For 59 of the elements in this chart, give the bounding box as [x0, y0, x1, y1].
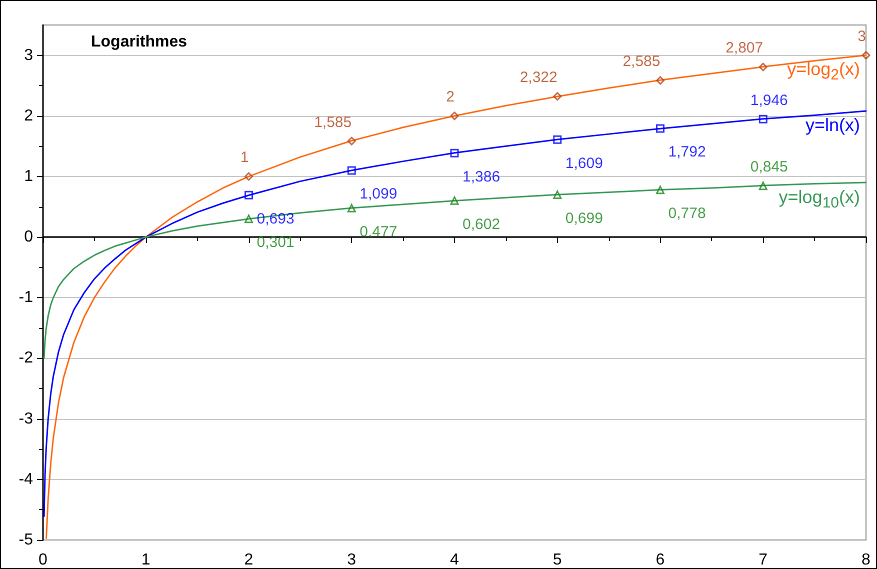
data-label: 1,585	[314, 114, 352, 131]
data-label: 1,099	[360, 186, 398, 203]
point	[553, 135, 562, 144]
point	[347, 136, 356, 146]
data-label: 3	[858, 28, 866, 46]
point	[862, 51, 870, 60]
y-tick-label: -2	[18, 350, 34, 367]
data-label: 1	[240, 149, 249, 166]
x-tick-label: 1	[141, 552, 150, 568]
y-tick-label: 0	[24, 228, 34, 246]
point	[553, 190, 562, 199]
point	[450, 112, 459, 120]
y-tick-label: 1	[24, 168, 34, 185]
point	[758, 62, 768, 72]
point	[244, 214, 253, 224]
x-tick-label: 7	[758, 552, 768, 568]
y-tick-label: 3	[24, 46, 34, 64]
point	[758, 114, 768, 124]
data-label: 0,845	[750, 158, 788, 176]
x-tick-label: 2	[244, 552, 254, 568]
data-label: 1,946	[750, 92, 788, 109]
data-label: 0,477	[360, 223, 398, 240]
data-label: 2,585	[622, 53, 660, 70]
x-tick-label: 6	[656, 552, 665, 568]
point	[553, 92, 562, 101]
point	[758, 182, 768, 190]
point	[347, 204, 356, 212]
point	[656, 76, 664, 85]
point	[656, 186, 664, 194]
point	[244, 190, 253, 200]
x-tick-label: 4	[450, 552, 460, 568]
y-tick-label: -3	[18, 410, 34, 428]
data-label: 1,609	[565, 154, 603, 172]
text: Logarithmes	[91, 34, 188, 50]
series-label: y=log$_{10}$(x)	[778, 186, 860, 214]
point	[450, 196, 459, 205]
x-tick-label: 8	[862, 552, 871, 568]
series-label: y=ln(x)	[805, 115, 860, 136]
y-tick-label: -1	[18, 289, 34, 306]
data-label: 0,602	[462, 216, 500, 233]
point	[656, 124, 664, 133]
x-tick-label: 0	[38, 552, 48, 568]
y-tick-label: -5	[18, 532, 34, 548]
x-tick-label: 5	[552, 552, 562, 568]
data-label: 1,792	[668, 144, 706, 161]
x-tick-label: 3	[347, 552, 356, 568]
data-label: 2	[446, 88, 454, 106]
data-label: 1,386	[462, 168, 500, 186]
data-label: 2,807	[726, 40, 764, 57]
series-label: y=log$_{2}$(x)	[787, 59, 860, 86]
data-label: 0,778	[668, 205, 706, 222]
point	[244, 172, 253, 181]
y-tick-label: 2	[24, 107, 34, 124]
data-label: 2,322	[520, 69, 558, 86]
data-label: 0,301	[256, 234, 294, 252]
y-tick-label: -4	[18, 470, 34, 488]
point	[450, 148, 459, 158]
point	[347, 166, 356, 175]
data-label: 0,699	[565, 210, 603, 227]
